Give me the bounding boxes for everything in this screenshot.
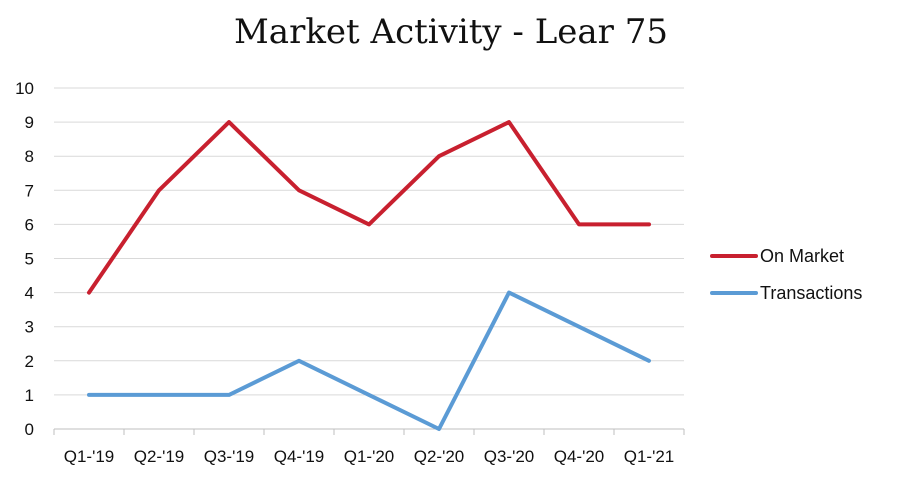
y-tick-label: 0: [25, 420, 34, 439]
x-tick-label: Q1-'19: [64, 447, 115, 466]
y-tick-label: 9: [25, 113, 34, 132]
y-tick-label: 8: [25, 147, 34, 166]
y-tick-label: 4: [25, 284, 34, 303]
x-tick-label: Q2-'19: [134, 447, 185, 466]
legend-label: Transactions: [760, 283, 862, 303]
y-tick-label: 2: [25, 352, 34, 371]
x-tick-label: Q3-'20: [484, 447, 535, 466]
x-tick-label: Q4-'20: [554, 447, 605, 466]
y-tick-label: 10: [15, 79, 34, 98]
y-tick-label: 6: [25, 215, 34, 234]
x-tick-label: Q1-'20: [344, 447, 395, 466]
legend-label: On Market: [760, 246, 844, 266]
y-tick-label: 7: [25, 181, 34, 200]
x-tick-label: Q2-'20: [414, 447, 465, 466]
x-tick-label: Q4-'19: [274, 447, 325, 466]
y-tick-label: 3: [25, 318, 34, 337]
y-tick-label: 5: [25, 250, 34, 269]
chart-title: Market Activity - Lear 75: [0, 12, 902, 52]
x-tick-label: Q1-'21: [624, 447, 675, 466]
series-line-0: [89, 122, 649, 293]
x-tick-label: Q3-'19: [204, 447, 255, 466]
y-tick-label: 1: [25, 386, 34, 405]
